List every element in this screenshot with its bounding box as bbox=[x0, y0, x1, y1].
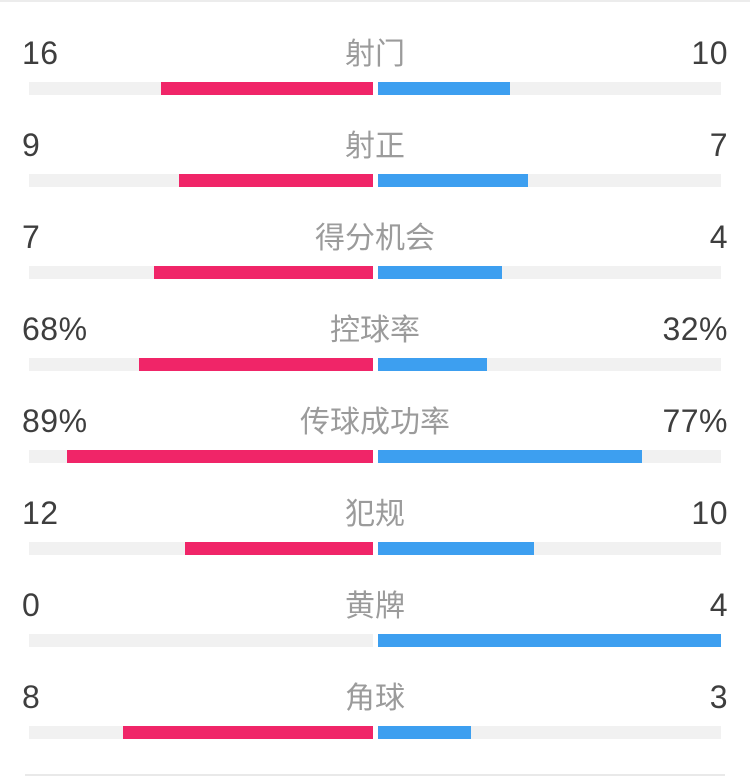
away-value: 4 bbox=[709, 587, 728, 623]
home-bar-fill bbox=[185, 542, 373, 555]
bar-track-left bbox=[29, 726, 373, 739]
away-bar-fill bbox=[377, 82, 510, 95]
away-bar-fill bbox=[377, 358, 488, 371]
home-bar-fill bbox=[122, 726, 373, 739]
stat-row-header: 0 黄牌 4 bbox=[0, 587, 750, 623]
bar-track-right bbox=[377, 542, 721, 555]
away-value: 77% bbox=[662, 403, 728, 439]
bar-track bbox=[0, 174, 750, 187]
away-value: 4 bbox=[709, 219, 728, 255]
away-value: 3 bbox=[709, 679, 728, 715]
bar-track-right bbox=[377, 358, 721, 371]
bar-track-left bbox=[29, 82, 373, 95]
stat-row: 12 犯规 10 bbox=[0, 462, 750, 555]
bar-track-right bbox=[377, 266, 721, 279]
stat-label: 黄牌 bbox=[345, 590, 405, 623]
home-value: 12 bbox=[22, 495, 59, 531]
home-bar-fill bbox=[153, 266, 373, 279]
stat-label: 射正 bbox=[345, 130, 405, 163]
stat-row-header: 68% 控球率 32% bbox=[0, 311, 750, 347]
stat-label: 控球率 bbox=[330, 314, 420, 347]
home-value: 16 bbox=[22, 35, 59, 71]
bar-track-left bbox=[29, 542, 373, 555]
bar-track-right bbox=[377, 634, 721, 647]
bar-track-left bbox=[29, 634, 373, 647]
away-value: 10 bbox=[691, 35, 728, 71]
stat-row-header: 89% 传球成功率 77% bbox=[0, 403, 750, 439]
home-bar-fill bbox=[66, 450, 373, 463]
stat-label: 角球 bbox=[345, 682, 405, 715]
bar-track-left bbox=[29, 266, 373, 279]
away-bar-fill bbox=[377, 174, 528, 187]
bar-track-left bbox=[29, 174, 373, 187]
bar-track bbox=[0, 266, 750, 279]
stat-label: 传球成功率 bbox=[300, 406, 450, 439]
home-value: 89% bbox=[22, 403, 88, 439]
home-value: 7 bbox=[22, 219, 41, 255]
away-value: 7 bbox=[709, 127, 728, 163]
away-bar-fill bbox=[377, 450, 642, 463]
away-value: 32% bbox=[662, 311, 728, 347]
away-bar-fill bbox=[377, 726, 472, 739]
stat-row: 9 射正 7 bbox=[0, 94, 750, 187]
bar-track-left bbox=[29, 450, 373, 463]
home-bar-fill bbox=[161, 82, 373, 95]
bar-track-right bbox=[377, 82, 721, 95]
away-bar-fill bbox=[377, 266, 503, 279]
bar-track bbox=[0, 634, 750, 647]
stat-rows-container: 16 射门 10 9 射正 7 7 bbox=[0, 2, 750, 739]
stat-row-header: 9 射正 7 bbox=[0, 127, 750, 163]
stat-row: 89% 传球成功率 77% bbox=[0, 370, 750, 463]
away-bar-fill bbox=[377, 542, 534, 555]
bar-track-right bbox=[377, 726, 721, 739]
bar-track bbox=[0, 450, 750, 463]
home-value: 9 bbox=[22, 127, 41, 163]
stat-label: 犯规 bbox=[345, 498, 405, 531]
stat-row-header: 16 射门 10 bbox=[0, 35, 750, 71]
bar-track-left bbox=[29, 358, 373, 371]
home-bar-fill bbox=[138, 358, 373, 371]
stat-row-header: 12 犯规 10 bbox=[0, 495, 750, 531]
bar-track bbox=[0, 542, 750, 555]
bar-track-right bbox=[377, 174, 721, 187]
home-value: 68% bbox=[22, 311, 88, 347]
bottom-divider bbox=[25, 774, 725, 776]
away-value: 10 bbox=[691, 495, 728, 531]
home-bar-fill bbox=[179, 174, 373, 187]
bar-track bbox=[0, 358, 750, 371]
bar-track bbox=[0, 82, 750, 95]
stat-row: 7 得分机会 4 bbox=[0, 186, 750, 279]
stat-row-header: 7 得分机会 4 bbox=[0, 219, 750, 255]
stat-row: 0 黄牌 4 bbox=[0, 554, 750, 647]
home-value: 0 bbox=[22, 587, 41, 623]
stat-row: 16 射门 10 bbox=[0, 2, 750, 95]
stat-label: 射门 bbox=[345, 38, 405, 71]
away-bar-fill bbox=[377, 634, 721, 647]
stat-row-header: 8 角球 3 bbox=[0, 679, 750, 715]
stat-label: 得分机会 bbox=[315, 222, 435, 255]
home-value: 8 bbox=[22, 679, 41, 715]
bar-track bbox=[0, 726, 750, 739]
bar-track-right bbox=[377, 450, 721, 463]
stat-row: 68% 控球率 32% bbox=[0, 278, 750, 371]
stat-row: 8 角球 3 bbox=[0, 646, 750, 739]
